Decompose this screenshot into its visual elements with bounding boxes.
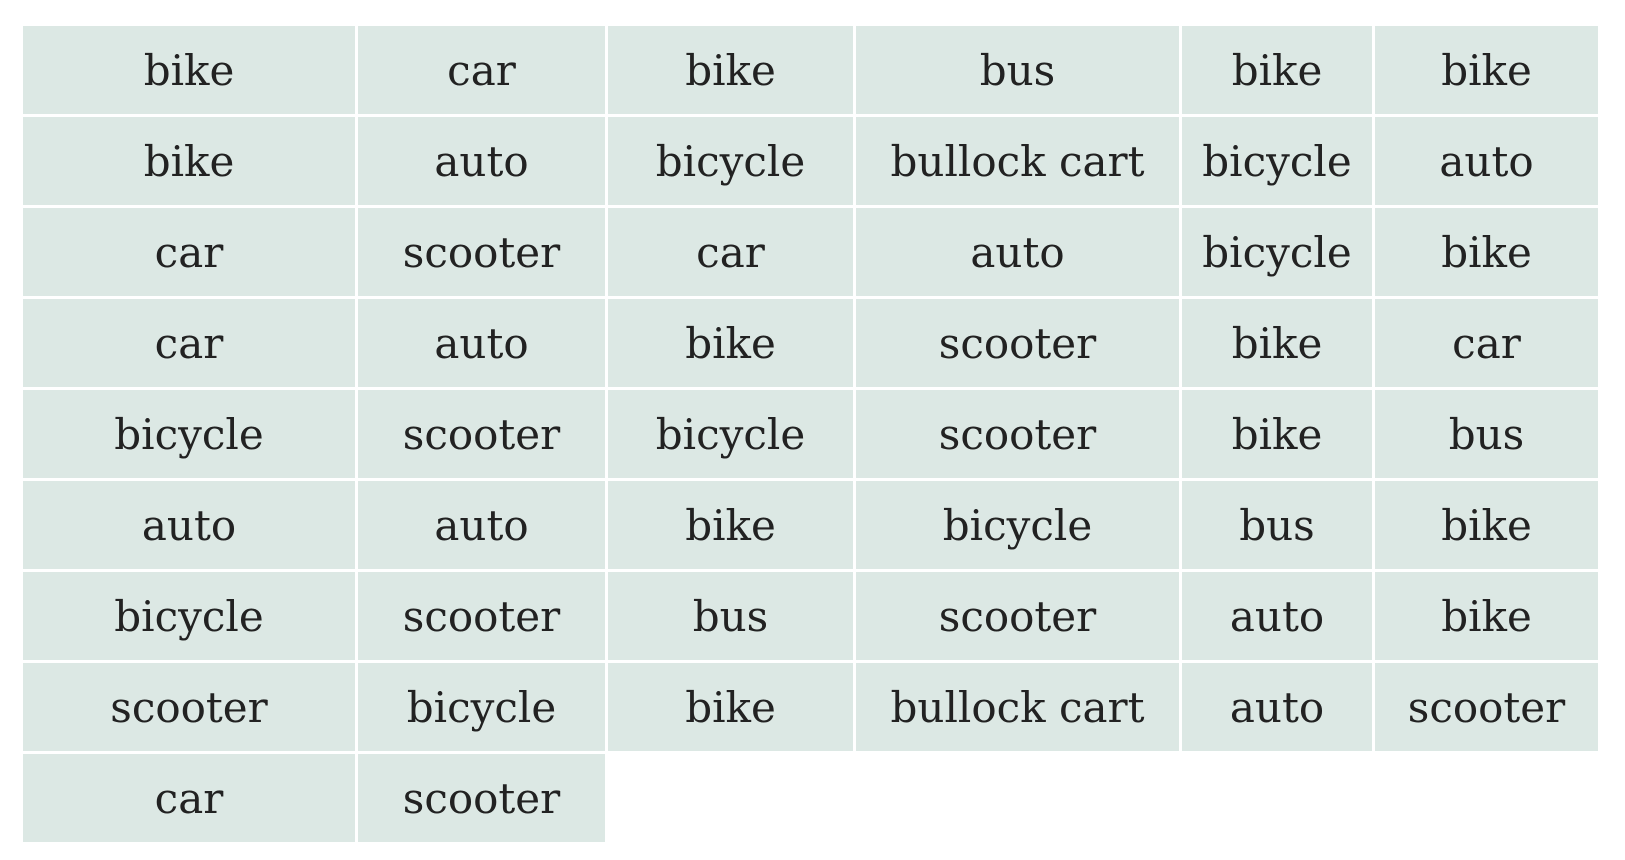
table-cell: scooter (358, 208, 605, 296)
table-cell: bike (1182, 299, 1372, 387)
table-cell: scooter (358, 754, 605, 842)
table-cell: auto (1182, 663, 1372, 751)
table-cell: bus (608, 572, 853, 660)
table-cell: bike (608, 481, 853, 569)
table-cell: auto (358, 299, 605, 387)
table-cell: bicycle (856, 481, 1179, 569)
table-cell: bicycle (358, 663, 605, 751)
table-cell: car (23, 208, 355, 296)
table-cell: bicycle (1182, 117, 1372, 205)
table-cell: auto (1375, 117, 1598, 205)
table-cell: car (358, 26, 605, 114)
table-cell: auto (23, 481, 355, 569)
table-cell: bicycle (1182, 208, 1372, 296)
table-cell: bike (1375, 572, 1598, 660)
table-cell: bike (1182, 26, 1372, 114)
table-cell: scooter (856, 299, 1179, 387)
table-cell: bullock cart (856, 117, 1179, 205)
table-cell: scooter (23, 663, 355, 751)
table-cell: bike (1375, 26, 1598, 114)
table-cell: scooter (856, 390, 1179, 478)
table-cell: scooter (1375, 663, 1598, 751)
table-cell: bike (23, 117, 355, 205)
table-cell: bike (23, 26, 355, 114)
table-cell: auto (856, 208, 1179, 296)
table-cell: bike (608, 663, 853, 751)
table-cell: bicycle (608, 390, 853, 478)
table-cell: bike (608, 299, 853, 387)
table-cell: bike (1375, 481, 1598, 569)
table-cell: bus (1182, 481, 1372, 569)
table-cell: bike (608, 26, 853, 114)
table-cell: auto (358, 117, 605, 205)
table-cell: car (1375, 299, 1598, 387)
table-cell: bus (856, 26, 1179, 114)
table-cell: scooter (358, 390, 605, 478)
table-cell: bike (1182, 390, 1372, 478)
table-cell: auto (358, 481, 605, 569)
table-cell: bicycle (608, 117, 853, 205)
table-cell: bullock cart (856, 663, 1179, 751)
table-cell: car (23, 299, 355, 387)
table-cell: bus (1375, 390, 1598, 478)
table-cell: auto (1182, 572, 1372, 660)
table-cell: bike (1375, 208, 1598, 296)
table-cell: car (608, 208, 853, 296)
table-cell: scooter (358, 572, 605, 660)
table-cell: bicycle (23, 390, 355, 478)
table-cell: car (23, 754, 355, 842)
table-cell: scooter (856, 572, 1179, 660)
table-cell: bicycle (23, 572, 355, 660)
